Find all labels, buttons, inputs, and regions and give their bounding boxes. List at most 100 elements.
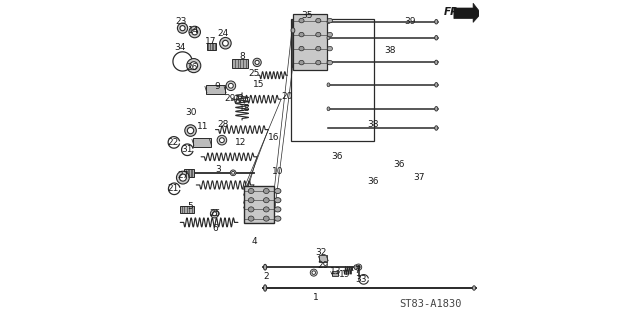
Ellipse shape [291,28,295,33]
Circle shape [178,23,188,33]
Text: 13: 13 [330,268,342,276]
Circle shape [355,264,362,270]
Text: 10: 10 [272,167,283,176]
Ellipse shape [327,46,332,51]
Polygon shape [193,138,210,147]
Text: 8: 8 [239,52,245,60]
Circle shape [357,266,360,269]
Text: 14: 14 [188,26,199,35]
Ellipse shape [248,207,254,212]
Text: 34: 34 [174,43,186,52]
Text: 23: 23 [176,17,187,26]
Circle shape [180,174,187,181]
Ellipse shape [275,188,281,194]
Circle shape [185,125,196,136]
Bar [233,59,249,68]
Ellipse shape [299,18,304,23]
Text: 39: 39 [404,17,416,26]
Ellipse shape [275,216,281,221]
Circle shape [189,26,201,38]
Text: 37: 37 [413,173,424,182]
Ellipse shape [263,207,269,212]
Bar [291,19,374,141]
Text: 15: 15 [253,80,265,89]
Text: 36: 36 [332,152,343,161]
Text: 29: 29 [317,261,328,270]
Bar [243,186,274,223]
Text: 3: 3 [215,165,221,174]
Circle shape [192,29,197,35]
Circle shape [217,135,227,145]
Ellipse shape [327,18,332,23]
Circle shape [229,84,233,88]
Ellipse shape [472,286,475,290]
Text: 38: 38 [384,46,396,55]
Ellipse shape [316,46,321,51]
Ellipse shape [327,36,330,40]
Circle shape [187,59,201,73]
Bar [185,169,194,177]
Polygon shape [332,271,338,276]
Text: 33: 33 [355,275,367,284]
Circle shape [180,26,185,31]
Ellipse shape [263,198,269,203]
Text: 25: 25 [210,209,221,218]
Text: 20: 20 [281,92,293,100]
Text: 19: 19 [339,270,351,279]
Text: 26: 26 [187,63,198,72]
Ellipse shape [275,198,281,203]
Text: 2: 2 [263,272,269,281]
Circle shape [190,62,197,69]
Ellipse shape [327,83,330,87]
Circle shape [210,210,219,218]
Ellipse shape [435,60,438,65]
Circle shape [310,269,317,276]
Text: 25: 25 [248,69,259,78]
Text: 16: 16 [268,133,280,142]
Ellipse shape [435,83,438,87]
Text: 4: 4 [252,237,258,246]
Ellipse shape [327,60,332,65]
Ellipse shape [316,60,321,65]
Text: 18: 18 [238,104,250,113]
Ellipse shape [435,126,438,130]
Ellipse shape [263,216,269,221]
Circle shape [232,172,235,174]
Ellipse shape [248,198,254,203]
Ellipse shape [327,32,332,37]
Circle shape [220,37,231,49]
Circle shape [253,58,261,67]
Text: 31: 31 [181,145,192,154]
Text: 35: 35 [301,11,312,20]
Text: 28: 28 [218,120,229,129]
Circle shape [176,171,189,184]
Ellipse shape [316,18,321,23]
Text: 22: 22 [167,138,178,147]
Polygon shape [206,85,225,94]
Text: 5: 5 [187,202,193,211]
Ellipse shape [435,36,438,40]
Ellipse shape [327,60,330,64]
Ellipse shape [263,188,269,194]
Text: 38: 38 [367,120,378,129]
Text: FR.: FR. [443,7,463,17]
Text: 36: 36 [367,177,378,186]
Ellipse shape [327,107,330,111]
Text: 7: 7 [355,266,360,275]
Circle shape [222,40,228,46]
Ellipse shape [327,20,330,24]
Ellipse shape [248,216,254,221]
Text: 9: 9 [214,82,220,91]
Ellipse shape [354,265,357,269]
Text: ST83-A1830: ST83-A1830 [399,299,462,309]
Circle shape [187,127,194,134]
Text: 32: 32 [316,248,327,257]
Circle shape [312,271,316,274]
Circle shape [255,60,259,65]
Ellipse shape [435,20,438,24]
Ellipse shape [435,107,438,111]
Text: 17: 17 [204,37,216,46]
Bar [180,206,194,213]
Text: 1: 1 [313,293,319,302]
Bar [293,14,327,70]
